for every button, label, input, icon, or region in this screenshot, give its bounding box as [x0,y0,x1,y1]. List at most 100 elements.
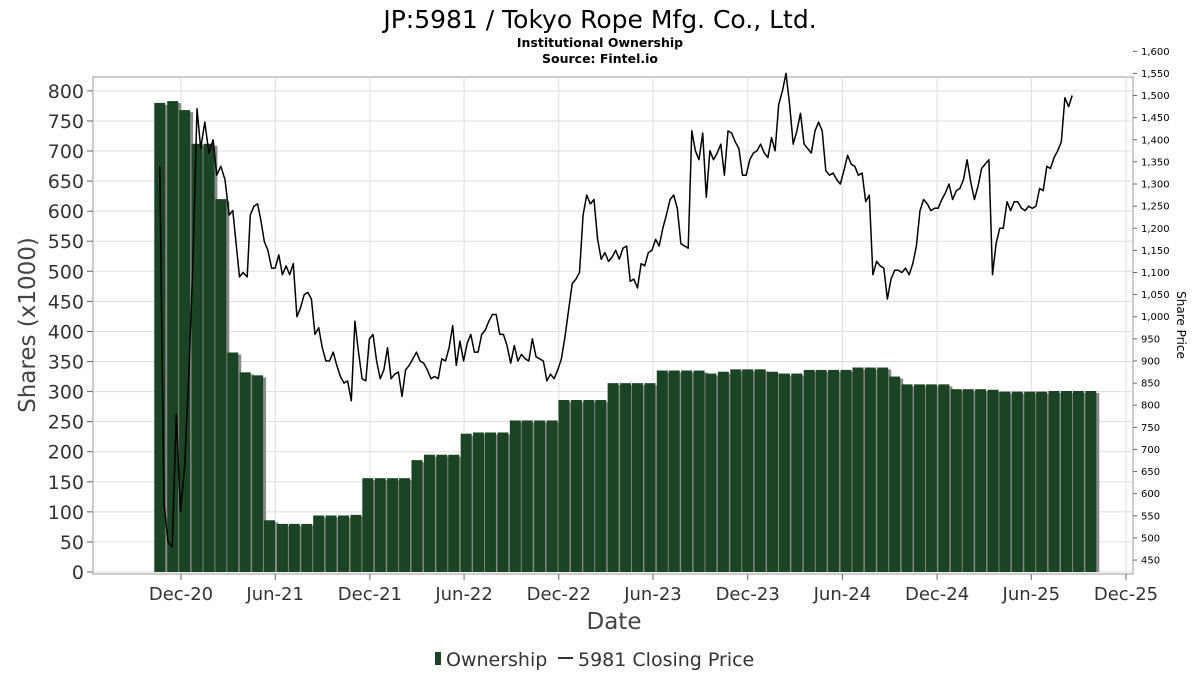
ownership-bar [1060,390,1072,572]
ownership-bar [362,478,374,572]
ownership-bar [252,375,264,572]
ownership-bar [693,370,705,572]
ownership-bar [852,367,864,572]
ownership-bar [742,369,754,572]
y-tick-label: 750 [48,111,84,133]
y2-tick-label: 1,250 [1141,202,1170,213]
ownership-bar [840,369,852,572]
ownership-bar [987,389,999,572]
ownership-bar [705,373,717,572]
ownership-bar [950,389,962,572]
x-tick-label: Dec-21 [338,584,402,605]
ownership-bar [263,520,275,572]
y-tick-label: 650 [48,171,84,193]
ownership-bar [754,369,766,572]
y-tick-label: 300 [48,382,84,404]
y2-tick-label: 550 [1141,511,1160,522]
ownership-bar [203,143,215,572]
ownership-bar [828,369,840,572]
y2-tick-label: 1,050 [1141,290,1170,301]
y-tick-label: 550 [48,231,84,253]
price-series-line [159,72,1073,548]
ownership-bar [803,369,815,572]
ownership-bar [1072,390,1084,572]
ownership-bar [423,454,435,572]
ownership-bar [877,367,889,572]
ownership-bar [1024,391,1036,572]
ownership-bar [497,432,509,572]
y2-tick-label: 1,550 [1141,69,1170,80]
ownership-bar [1011,391,1023,572]
y-tick-label: 100 [48,502,84,524]
ownership-bar [889,376,901,572]
y2-tick-label: 650 [1141,467,1160,478]
ownership-bar [901,384,913,572]
y2-tick-label: 750 [1141,423,1160,434]
ownership-bar [484,432,496,572]
chart-source: Source: Fintel.io [542,51,658,66]
ownership-bar [767,371,779,572]
ownership-bar [227,352,239,572]
legend-label-price: 5981 Closing Price [578,649,754,671]
y2-tick-label: 1,000 [1141,312,1170,323]
y-tick-label: 0 [72,562,84,584]
y-tick-label: 600 [48,201,84,223]
ownership-bar [620,383,632,572]
ownership-bar [191,143,203,572]
ownership-bar [350,514,362,572]
legend-label-ownership: Ownership [446,649,547,671]
ownership-bar [583,399,595,572]
ownership-bar [215,199,227,572]
ownership-bar [975,389,987,572]
ownership-bar [239,372,251,572]
y-tick-label: 250 [48,412,84,434]
y2-tick-label: 1,400 [1141,135,1170,146]
y2-tick-label: 1,500 [1141,91,1170,102]
ownership-bar [411,460,423,572]
chart-title: JP:5981 / Tokyo Rope Mfg. Co., Ltd. [381,5,816,34]
price-line [159,72,1073,548]
y-tick-label: 200 [48,442,84,464]
x-tick-label: Dec-23 [716,584,780,605]
y-tick-label: 450 [48,291,84,313]
ownership-bar [399,478,411,572]
ownership-bar [1036,391,1048,572]
ownership-bar [509,420,521,572]
y2-tick-label: 1,150 [1141,246,1170,257]
x-tick-label: Dec-25 [1094,584,1158,605]
x-tick-label: Jun-22 [434,584,493,605]
y2-axis-label: Share Price [1174,291,1188,359]
ownership-bar [167,101,179,573]
ownership-bar [534,420,546,572]
ownership-bar [1048,390,1060,572]
ownership-bar [558,399,570,572]
ownership-bars [154,101,1100,573]
y-tick-label: 800 [48,81,84,103]
ownership-bar [668,370,680,572]
ownership-bar [791,373,803,572]
x-axis-label: Date [587,609,642,635]
y2-tick-label: 900 [1141,356,1160,367]
ownership-bar [338,515,350,572]
ownership-bar [815,369,827,572]
y-tick-label: 400 [48,321,84,343]
y2-tick-label: 950 [1141,334,1160,345]
ownership-bar [288,523,300,572]
y2-tick-label: 700 [1141,445,1160,456]
x-tick-label: Dec-24 [905,584,969,605]
y-axis-label: Shares (x1000) [15,237,41,413]
ownership-bar [681,370,693,572]
ownership-bar [962,389,974,572]
ownership-bar [570,399,582,572]
y2-tick-label: 600 [1141,489,1160,500]
x-tick-label: Jun-25 [1002,584,1061,605]
ownership-bar [938,384,950,572]
ownership-bar [644,383,656,572]
y2-tick-label: 500 [1141,533,1160,544]
ownership-bar [730,369,742,572]
y2-tick-label: 1,350 [1141,157,1170,168]
y2-tick-label: 1,600 [1141,47,1170,58]
ownership-bar [325,515,337,572]
y-tick-label: 350 [48,352,84,374]
legend-bar-swatch [435,652,441,665]
